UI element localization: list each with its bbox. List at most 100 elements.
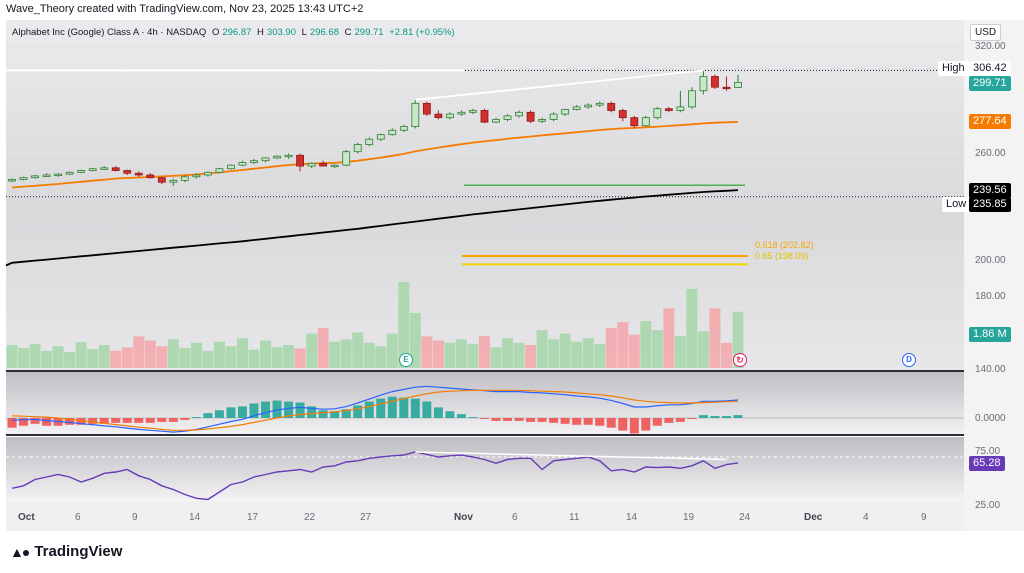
volume-bar [294,348,306,368]
macd-histogram-bar [479,418,489,419]
pane-separator[interactable] [6,434,964,436]
candle [65,171,74,175]
candle [42,174,51,177]
macd-histogram-bar [330,411,340,418]
volume-bar [467,343,479,368]
candle [595,102,604,106]
macd-histogram-bar [687,418,697,419]
macd-histogram-bar [387,396,397,418]
currency-button[interactable]: USD [970,24,1002,41]
time-tick: 14 [189,512,201,523]
macd-histogram-bar [99,418,109,424]
macd-pane[interactable] [6,372,964,434]
volume-bar [697,331,709,368]
macd-histogram-bar [364,401,374,418]
candle [123,170,132,174]
fib-618-label: 0.618 (202.82) [755,240,814,250]
dividend-marker[interactable]: D [902,353,916,367]
rsi-tag: 65.28 [969,456,1005,471]
macd-histogram-bar [664,418,674,423]
macd-histogram-bar [214,410,224,418]
macd-histogram-bar [19,418,29,426]
rsi-trendline [415,451,727,461]
price-pane[interactable] [6,20,964,370]
volume-bar [167,339,179,368]
volume-bar [571,341,583,368]
sma-tag: 239.56 [969,183,1011,198]
candle [31,175,39,179]
candle [88,168,97,171]
low-tag-value: 235.85 [969,197,1011,212]
time-tick: 9 [921,512,927,523]
candle [296,154,304,167]
volume-bar [663,308,675,368]
volume-bar [156,346,168,368]
macd-histogram-bar [618,418,628,431]
candle [664,108,673,111]
volume-bar [98,345,110,368]
signal-line [11,389,739,431]
candle [134,172,143,176]
macd-histogram-bar [7,418,17,428]
candle [630,117,639,127]
macd-histogram-bar [503,418,513,421]
candle [180,176,189,181]
macd-histogram-bar [353,405,363,418]
volume-bar [582,338,594,368]
macd-histogram-bar [422,401,432,418]
volume-bar [271,347,283,368]
macd-histogram-bar [226,407,236,418]
macd-histogram-bar [652,418,662,426]
top-bar: Wave_Theory created with TradingView.com… [0,0,1024,20]
price-tick: 180.00 [975,291,1006,302]
candle [399,126,408,131]
macd-histogram-bar [376,398,386,418]
volume-bar [432,340,444,368]
volume-bar [444,342,456,368]
change-value: +2.81 (+0.95%) [389,27,455,38]
candle [261,157,270,162]
low-value: 296.68 [309,27,339,38]
macd-histogram-bar [456,414,466,418]
time-tick: 14 [626,512,638,523]
candle [157,177,166,183]
candle [699,76,708,92]
macd-histogram-bar [284,401,294,418]
macd-histogram-bar [318,410,328,418]
candle [561,109,570,115]
candle [192,174,201,178]
time-tick: Oct [18,512,35,523]
volume-bar [190,342,202,368]
candle [492,119,500,123]
symbol-legend[interactable]: Alphabet Inc (Google) Class A · 4h · NAS… [12,27,458,38]
candle [307,162,316,167]
volume-bar [375,346,387,368]
rsi-pane[interactable] [6,437,964,501]
volume-bar [651,330,663,368]
fib-65-label: 0.65 (198.09) [755,251,809,261]
time-axis[interactable] [6,501,964,531]
volume-bar [605,327,617,368]
candle [618,110,627,119]
rsi-25-tick: 25.00 [975,500,1001,511]
tradingview-logo: ▲● TradingView [10,543,122,560]
candle [353,144,362,153]
split-event-icon[interactable]: ↻ [733,353,747,367]
sma-line [5,189,739,267]
candle [19,177,28,180]
volume-bar [455,339,467,368]
macd-histogram-bar [445,411,455,418]
time-tick: 19 [683,512,695,523]
macd-histogram-bar [468,417,478,418]
price-tick: 320.00 [975,41,1006,52]
candle [238,162,247,166]
earnings-marker[interactable]: E [399,353,413,367]
candle [722,86,731,90]
macd-histogram-bar [606,418,616,428]
price-axis[interactable] [964,20,1024,531]
pane-separator[interactable] [6,370,964,372]
candle [227,164,235,170]
volume-bar [133,336,145,368]
volume-bar [594,343,606,368]
volume-bar [248,349,260,368]
